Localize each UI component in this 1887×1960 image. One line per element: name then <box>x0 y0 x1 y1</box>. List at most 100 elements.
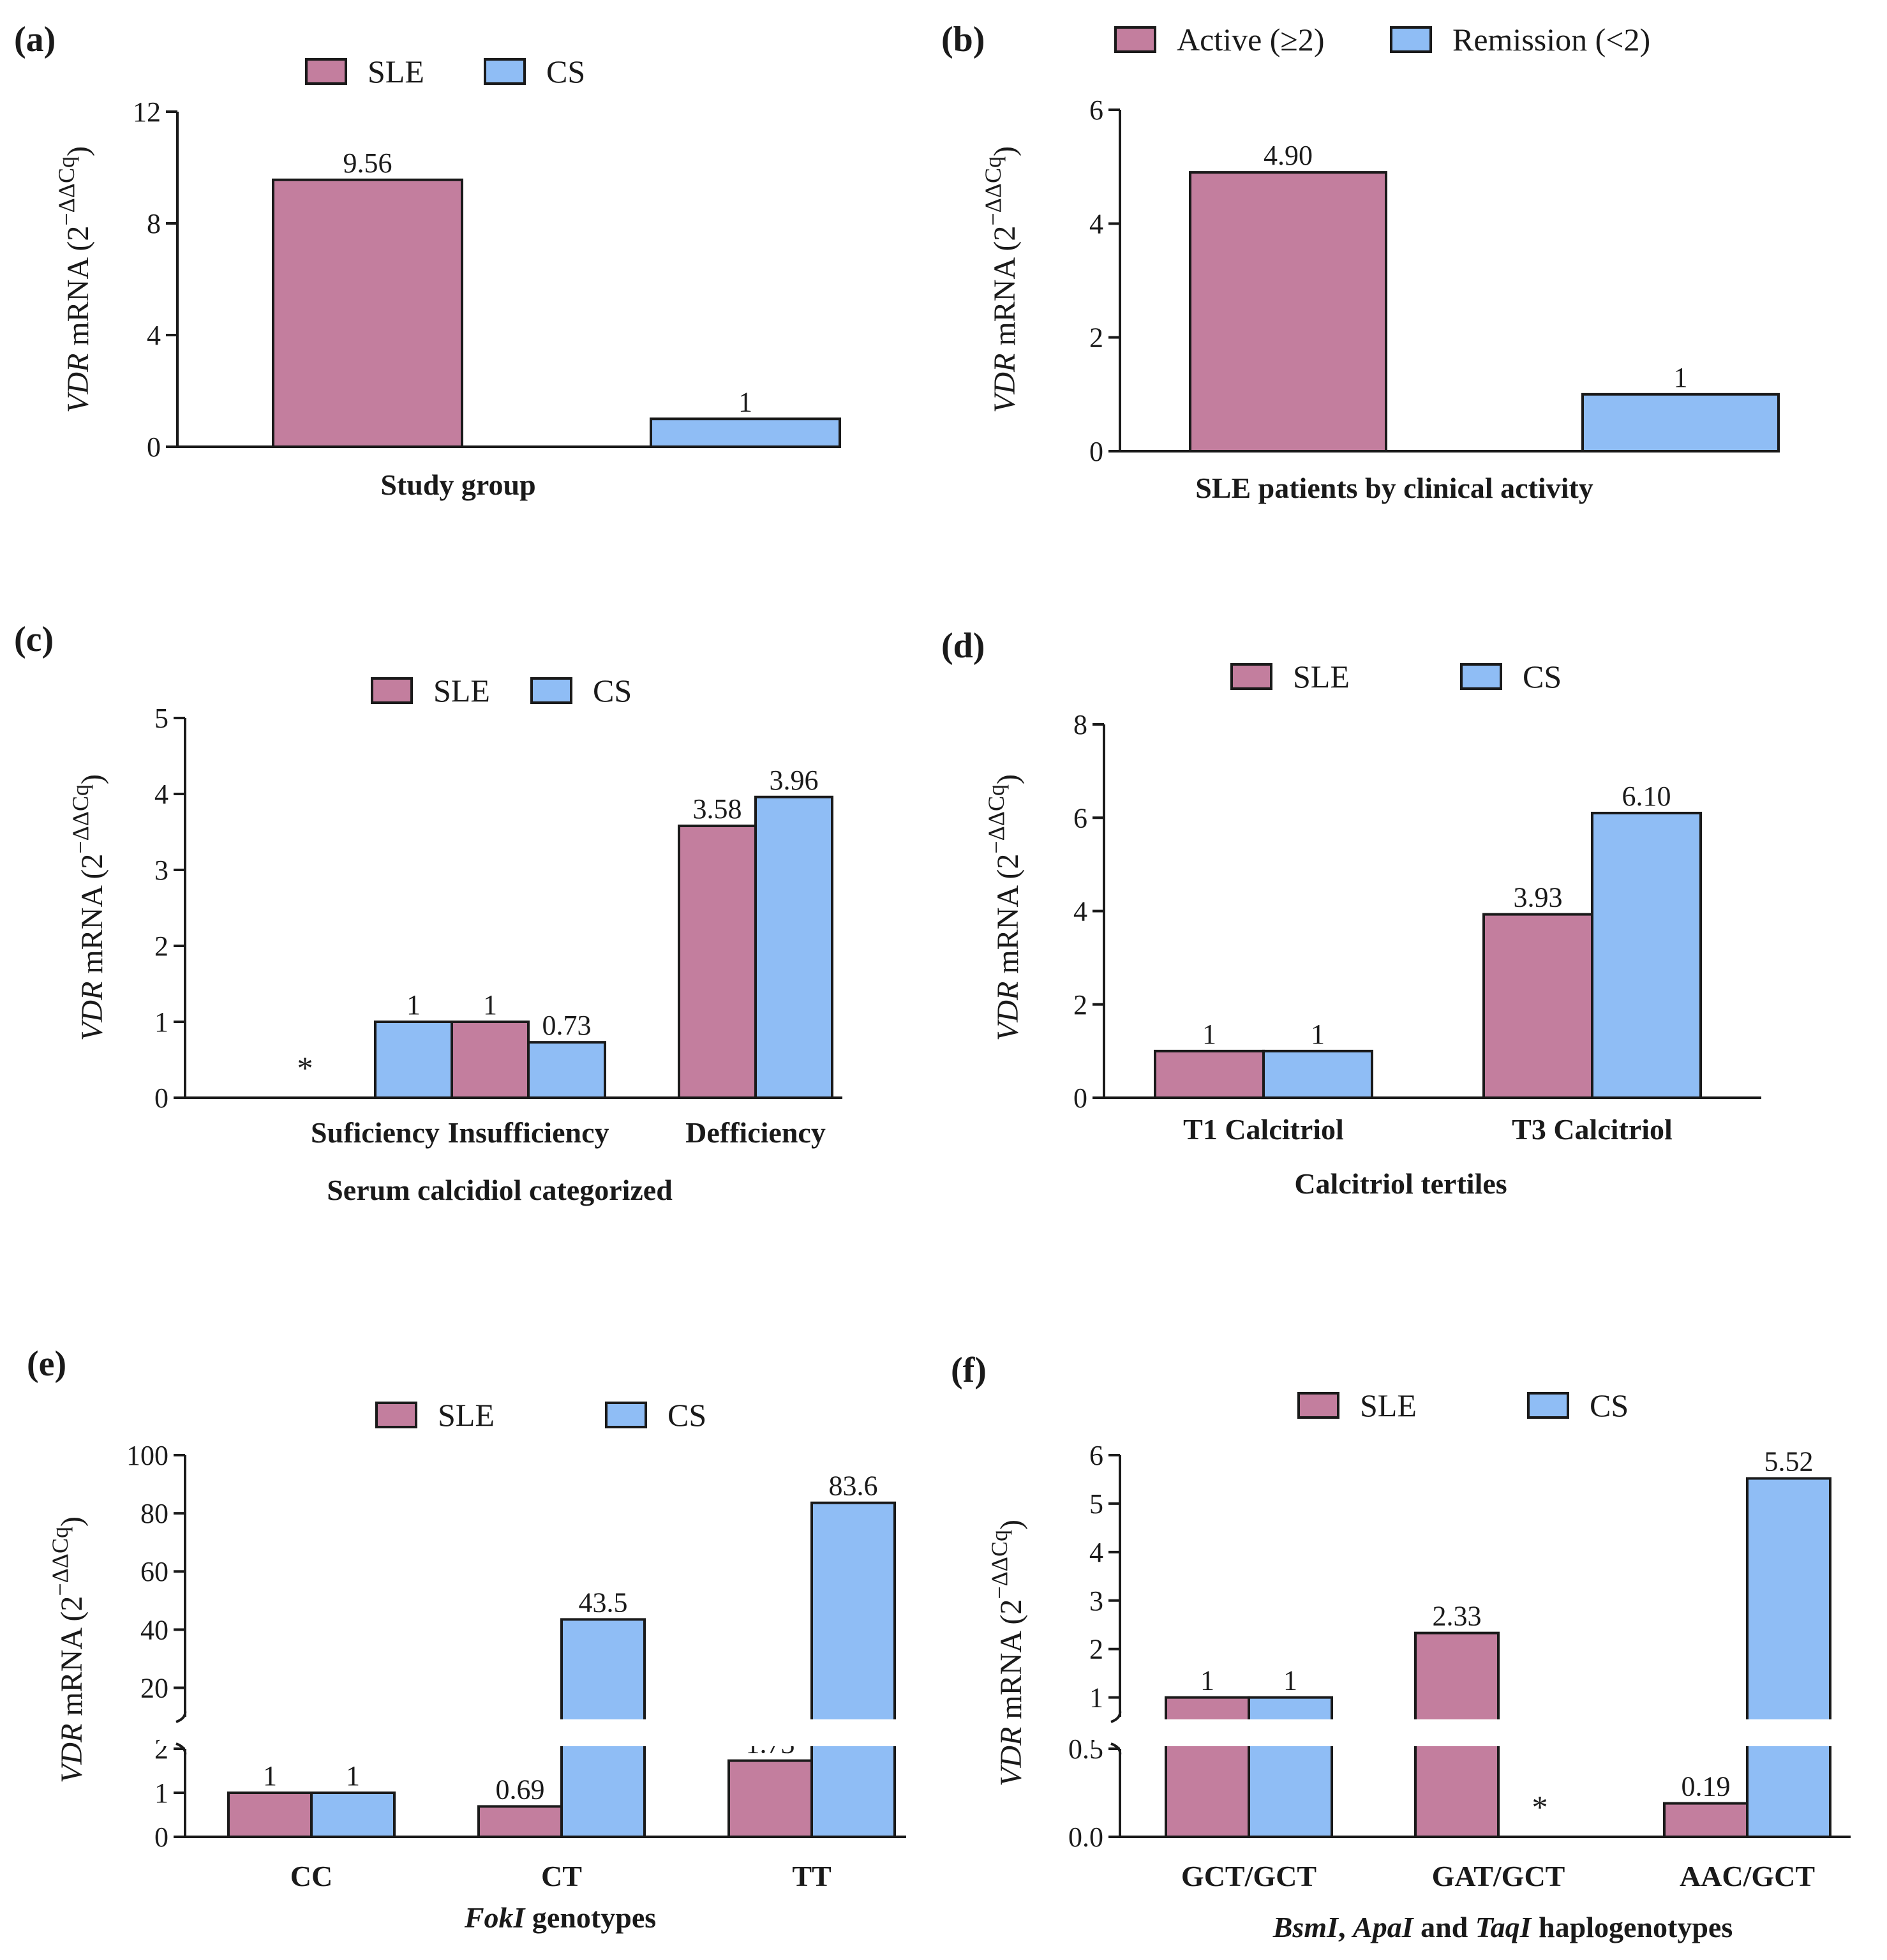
legend-swatch-sle <box>1297 1392 1339 1419</box>
y-tick-label: 8 <box>147 208 161 239</box>
x-axis-title: BsmI, ApaI and TaqI haplogenotypes <box>1272 1911 1733 1943</box>
x-category-label: GCT/GCT <box>1181 1860 1316 1892</box>
bar-cs-2 <box>1746 1477 1831 1838</box>
bar-value-label: 9.56 <box>343 147 392 179</box>
axis-break-mark <box>1110 1742 1122 1756</box>
y-tick-label: 6 <box>1089 1440 1103 1471</box>
x-axis-title: FokI genotypes <box>464 1901 656 1934</box>
bar-value-label: 1 <box>1283 1665 1297 1696</box>
axis-break-mark <box>1110 1710 1122 1723</box>
x-category-label: TT <box>792 1860 831 1892</box>
bar-value-label: 1 <box>346 1760 360 1792</box>
bar-value-label: 4.90 <box>1264 140 1313 171</box>
y-tick-label: 2 <box>1073 989 1087 1021</box>
y-tick-label: 1 <box>1089 1682 1103 1714</box>
y-tick-label: 5 <box>1089 1488 1103 1520</box>
y-tick-label: 100 <box>126 1440 168 1471</box>
bar-sle-0 <box>1189 171 1387 453</box>
legend-label: CS <box>546 54 585 89</box>
legend-swatch-cs <box>530 677 572 704</box>
legend-label: SLE <box>368 54 424 89</box>
axis-break-mark <box>175 1710 187 1723</box>
bar-value-label: 6.10 <box>1622 781 1671 812</box>
legend-swatch-cs <box>484 58 526 85</box>
axis-break-mark <box>175 1742 187 1756</box>
legend-label: SLE <box>1360 1388 1417 1423</box>
bar-sle-0 <box>1165 1696 1250 1839</box>
bar-value-label: 1 <box>483 989 497 1021</box>
legend-label: CS <box>668 1397 706 1433</box>
y-tick-label: 4 <box>154 779 168 810</box>
axis-break-gap <box>160 1719 919 1746</box>
x-category-label: T3 Calcitriol <box>1512 1113 1673 1146</box>
panel-label: (e) <box>27 1344 66 1384</box>
legend-label: SLE <box>1293 659 1350 694</box>
legend-swatch-sle <box>305 58 347 85</box>
bar-cs-1 <box>527 1041 606 1100</box>
y-axis-label: VDR mRNA (2−ΔΔCq) <box>47 1516 89 1783</box>
bar-cs-2 <box>810 1501 896 1839</box>
y-axis-label: VDR mRNA (2−ΔΔCq) <box>983 774 1025 1041</box>
y-tick-label: 6 <box>1089 94 1103 126</box>
x-axis-title: Serum calcidiol categorized <box>327 1174 673 1206</box>
panel-label: (a) <box>14 20 56 59</box>
y-axis-label: VDR mRNA (2−ΔΔCq) <box>987 1520 1028 1786</box>
legend-swatch-sle <box>1230 663 1272 690</box>
y-tick-label: 1 <box>154 1006 168 1038</box>
bar-cs-2 <box>754 795 833 1099</box>
legend-label: Active (≥2) <box>1177 22 1325 57</box>
legend-swatch-cs <box>1390 26 1432 53</box>
y-tick-label: 1 <box>154 1777 168 1809</box>
y-tick-label: 4 <box>147 320 161 351</box>
y-tick-label: 0.0 <box>1068 1822 1103 1853</box>
y-tick-label: 60 <box>140 1556 168 1587</box>
bar-cs-1 <box>1591 811 1702 1099</box>
y-tick-label: 2 <box>154 931 168 962</box>
bar-sle-0 <box>1154 1049 1265 1099</box>
y-axis-label: VDR mRNA (2−ΔΔCq) <box>980 146 1022 413</box>
axis-break-gap <box>1094 1719 1863 1746</box>
panel-label: (f) <box>951 1350 987 1390</box>
legend-label: Remission (<2) <box>1452 22 1650 57</box>
panel-label: (d) <box>941 626 985 666</box>
bar-cs-0 <box>1248 1696 1333 1839</box>
significance-marker: * <box>297 1050 313 1086</box>
bar-sle-0 <box>227 1792 313 1838</box>
bar-value-label: 83.6 <box>829 1470 878 1502</box>
bar-value-label: 3.96 <box>770 765 819 796</box>
bar-cs-0 <box>1262 1049 1373 1099</box>
x-category-label: AAC/GCT <box>1680 1860 1815 1892</box>
bar-cs-0 <box>310 1792 396 1838</box>
legend-label: SLE <box>433 673 490 708</box>
y-tick-label: 0 <box>154 1822 168 1853</box>
y-tick-label: 0 <box>1089 436 1103 467</box>
y-tick-label: 3 <box>1089 1585 1103 1617</box>
bar-value-label: 1 <box>263 1760 277 1792</box>
y-tick-label: 3 <box>154 855 168 886</box>
x-category-label: Suficiency <box>311 1116 440 1149</box>
bar-sle-2 <box>1663 1802 1749 1839</box>
bar-value-label: 3.58 <box>693 793 742 825</box>
chart-panel-b: (b) Active (≥2) Remission (<2) VDR mRNA (2−… <box>941 20 1780 504</box>
bar-value-label: 1 <box>1202 1019 1216 1050</box>
legend-label: CS <box>593 673 632 708</box>
legend-label: CS <box>1590 1388 1629 1423</box>
legend-label: CS <box>1523 659 1562 694</box>
legend-label: SLE <box>438 1397 495 1433</box>
y-tick-label: 4 <box>1089 208 1103 239</box>
y-tick-label: 40 <box>140 1614 168 1645</box>
bar-value-label: 1 <box>1200 1665 1214 1696</box>
bar-cs-0 <box>1581 393 1780 453</box>
legend-swatch-sle <box>375 1402 417 1428</box>
bar-value-label: 1 <box>738 386 752 417</box>
bar-value-label: 0.19 <box>1682 1771 1731 1802</box>
x-axis-title: Calcitriol tertiles <box>1294 1167 1507 1200</box>
y-tick-label: 4 <box>1073 896 1087 927</box>
x-axis-title: Study group <box>380 468 535 501</box>
x-category-label: Defficiency <box>685 1116 826 1149</box>
chart-panel-a: (a) SLE CS VDR mRNA (2−ΔΔCq) 0 4 8 12 9.56 1 Study… <box>14 20 841 501</box>
legend-swatch-cs <box>605 1402 647 1428</box>
bar-value-label: 43.5 <box>579 1587 628 1618</box>
y-tick-label: 5 <box>154 703 168 734</box>
